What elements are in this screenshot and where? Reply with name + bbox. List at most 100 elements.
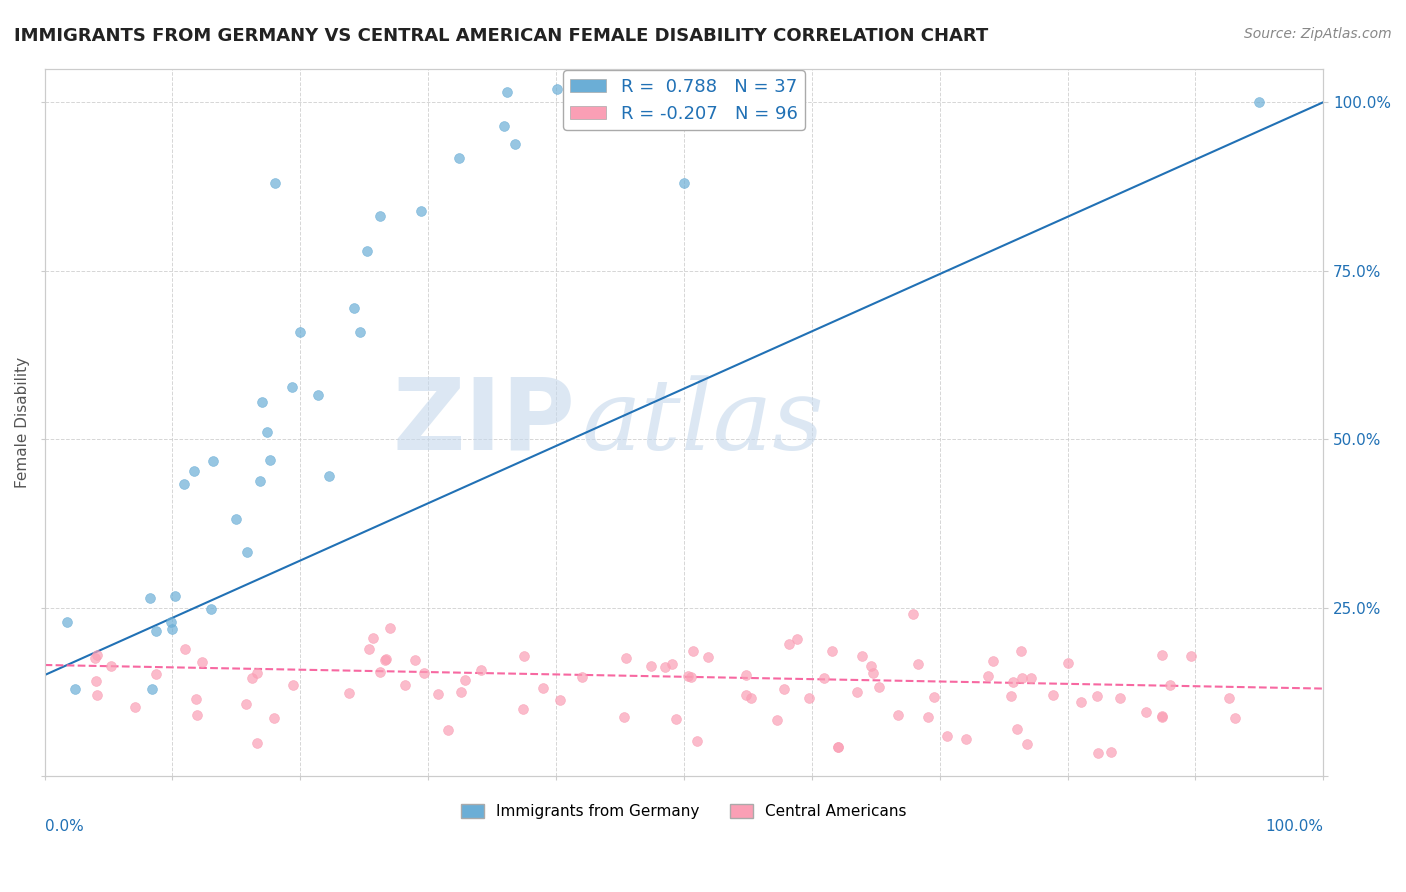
Point [1042,688,1064,702]
Point [661,657,683,671]
Point [235,698,257,712]
Point [1085,689,1108,703]
Point [846,685,869,699]
Point [862,665,884,680]
Point [186,692,208,706]
Point [827,739,849,754]
Point [1109,690,1132,705]
Point [512,702,534,716]
Point [191,655,214,669]
Point [734,668,756,682]
Point [145,624,167,639]
Point [681,670,703,684]
Point [686,81,709,95]
Text: 0.0%: 0.0% [45,819,83,834]
Point [786,632,808,646]
Point [1007,722,1029,736]
Point [86,648,108,662]
Point [368,210,391,224]
Point [356,244,378,258]
Point [907,657,929,671]
Point [614,651,637,665]
Point [1135,706,1157,720]
Point [613,709,636,723]
Point [1152,648,1174,662]
Point [1057,656,1080,670]
Point [1011,671,1033,685]
Point [827,740,849,755]
Point [202,454,225,468]
Point [124,700,146,714]
Point [1019,672,1042,686]
Point [281,678,304,692]
Point [740,690,762,705]
Point [654,660,676,674]
Point [813,671,835,685]
Point [337,686,360,700]
Point [821,644,844,658]
Point [735,689,758,703]
Point [394,678,416,692]
Point [496,85,519,99]
Point [404,653,426,667]
Point [357,641,380,656]
Point [640,658,662,673]
Point [200,601,222,615]
Point [1099,745,1122,759]
Point [281,380,304,394]
Legend: Immigrants from Germany, Central Americans: Immigrants from Germany, Central America… [456,797,912,825]
Point [922,690,945,704]
Point [513,648,536,663]
Point [183,464,205,478]
Point [1159,678,1181,692]
Text: atlas: atlas [582,375,824,470]
Point [454,673,477,687]
Point [1150,710,1173,724]
Point [174,641,197,656]
Point [450,685,472,699]
Point [375,652,398,666]
Point [145,667,167,681]
Point [361,631,384,645]
Text: ZIP: ZIP [392,374,575,471]
Point [1249,95,1271,110]
Point [868,680,890,694]
Point [343,301,366,315]
Point [766,713,789,727]
Point [63,681,86,696]
Point [531,681,554,695]
Point [1017,738,1039,752]
Point [851,649,873,664]
Point [236,545,259,559]
Point [447,151,470,165]
Point [259,453,281,467]
Point [1180,648,1202,663]
Point [1070,695,1092,709]
Point [697,649,720,664]
Point [686,734,709,748]
Point [86,688,108,702]
Point [981,654,1004,668]
Point [935,729,957,743]
Point [887,708,910,723]
Point [411,203,433,218]
Point [1010,644,1032,658]
Point [160,615,183,629]
Point [778,637,800,651]
Point [427,687,450,701]
Point [288,325,311,339]
Point [797,691,820,706]
Point [546,81,568,95]
Point [413,666,436,681]
Point [1218,690,1240,705]
Point [1000,689,1022,703]
Point [380,621,402,635]
Point [349,326,371,340]
Point [249,474,271,488]
Text: Source: ZipAtlas.com: Source: ZipAtlas.com [1244,27,1392,41]
Point [242,671,264,685]
Point [84,673,107,688]
Point [503,137,526,152]
Point [141,681,163,696]
Text: IMMIGRANTS FROM GERMANY VS CENTRAL AMERICAN FEMALE DISABILITY CORRELATION CHART: IMMIGRANTS FROM GERMANY VS CENTRAL AMERI… [14,27,988,45]
